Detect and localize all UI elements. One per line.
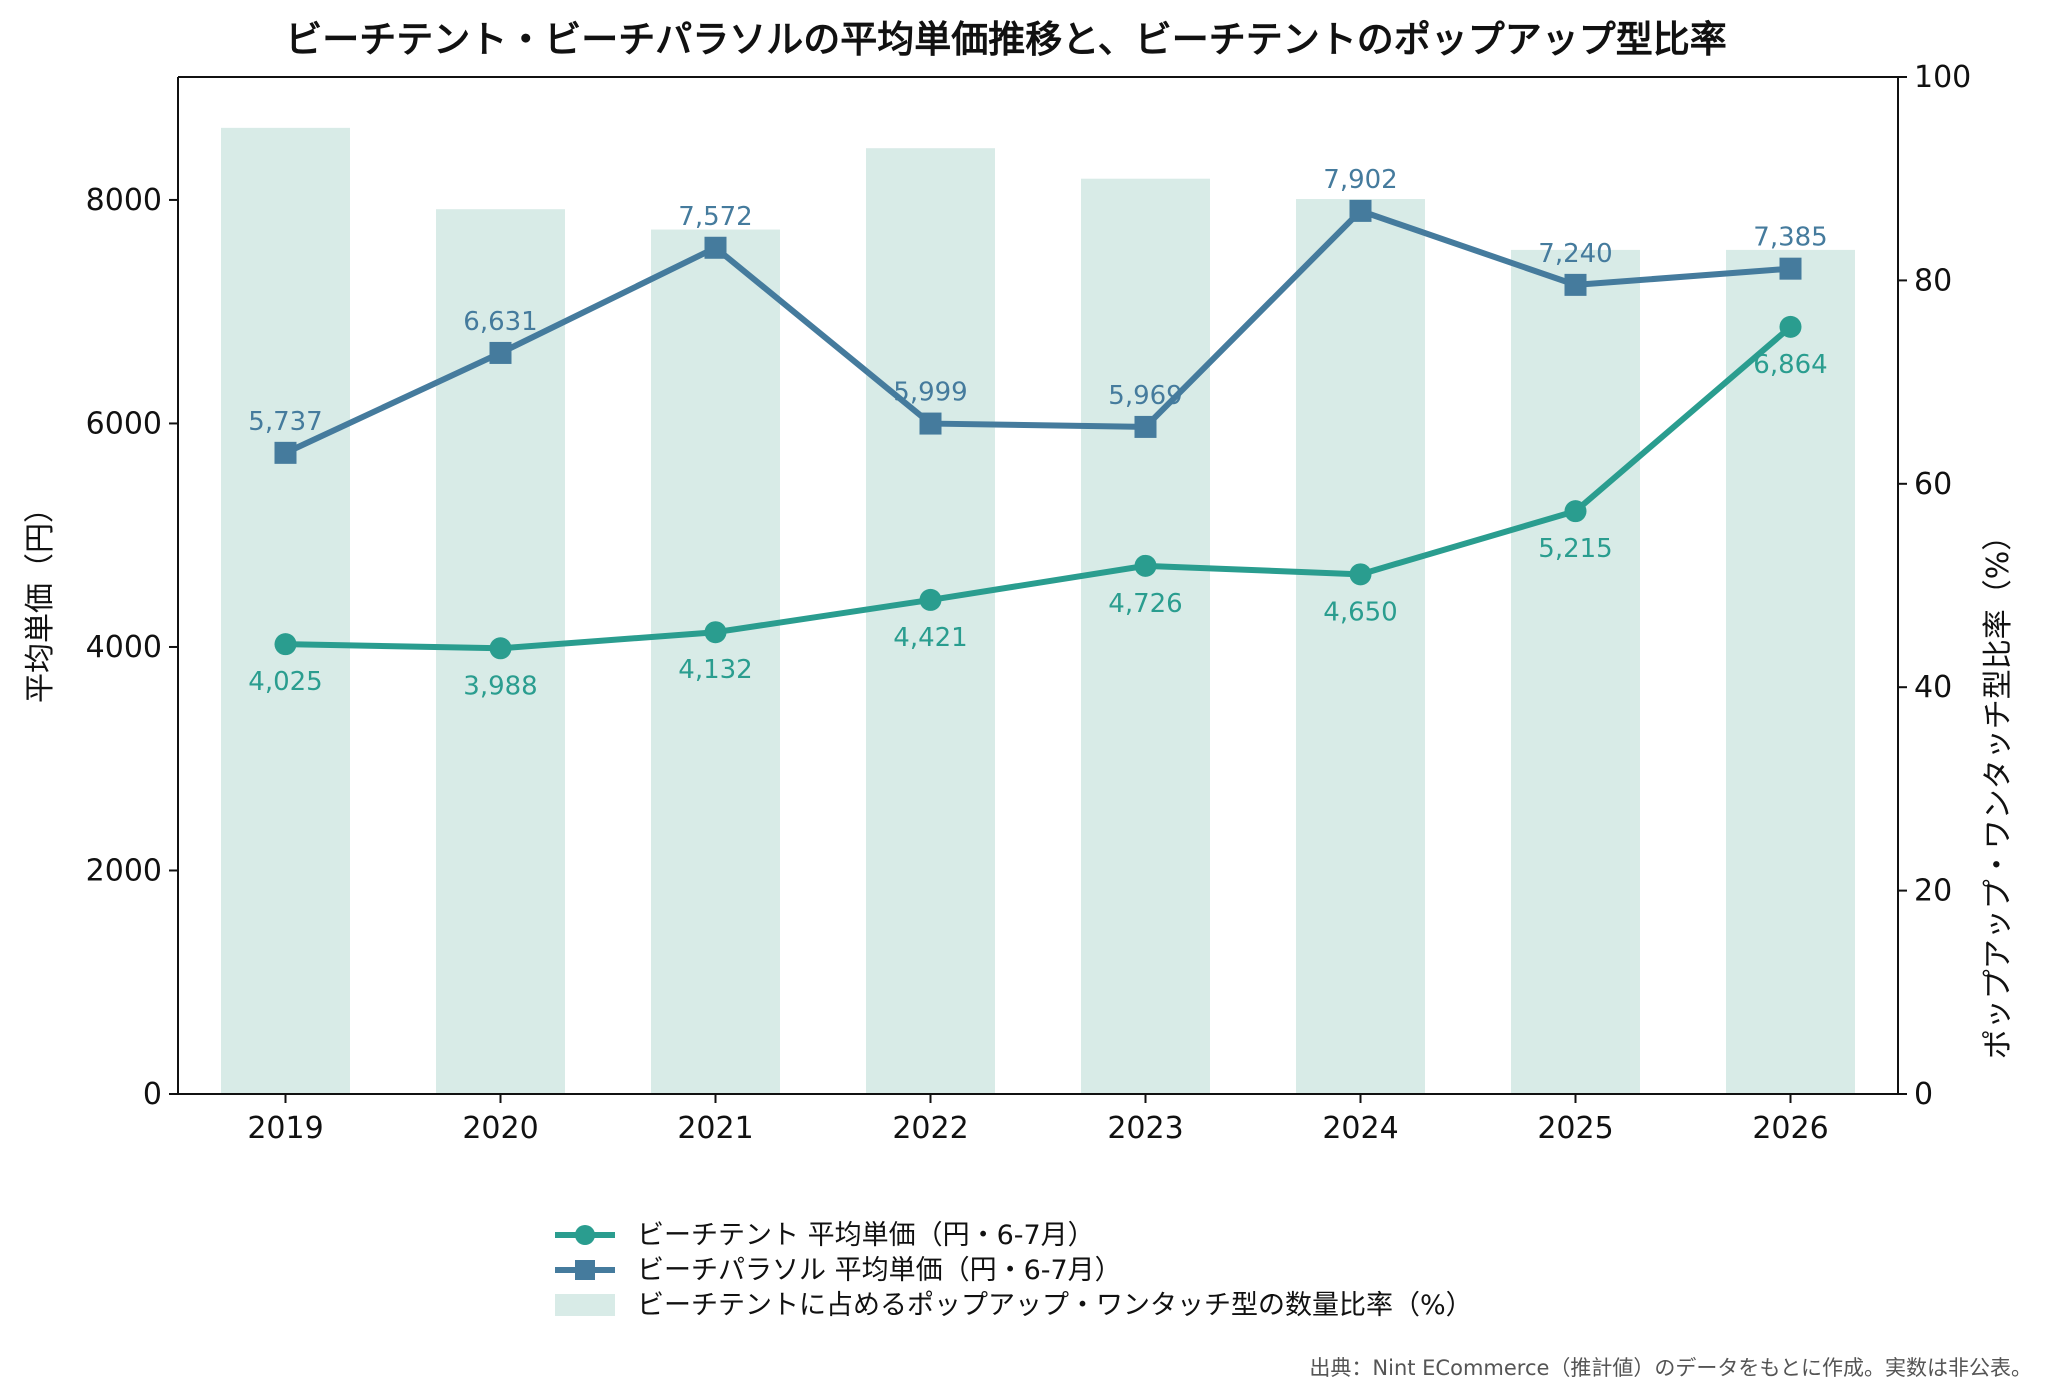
bar-2025 <box>1511 249 1640 1094</box>
point-series-0 <box>274 633 297 656</box>
point-series-1 <box>1564 273 1587 296</box>
y-axis-label-left: 平均単価（円） <box>23 493 58 703</box>
legend-marker <box>575 1260 595 1280</box>
line-series-1 <box>284 207 1791 456</box>
point-series-1 <box>1134 415 1157 438</box>
y-tick-label-left: 8000 <box>86 183 162 218</box>
x-tick-label: 2022 <box>892 1111 968 1146</box>
point-series-0 <box>1349 563 1372 586</box>
bars-layer <box>221 127 1855 1095</box>
lines-layer <box>274 199 1802 660</box>
data-label-series-1: 7,385 <box>1753 223 1827 253</box>
bar-2026 <box>1726 249 1855 1094</box>
data-label-series-0: 4,726 <box>1108 589 1182 619</box>
point-series-0 <box>704 621 727 644</box>
point-series-0 <box>1564 500 1587 523</box>
point-series-1 <box>489 341 512 364</box>
data-label-series-1: 7,572 <box>678 202 752 232</box>
point-series-0 <box>489 637 512 660</box>
bar-2022 <box>866 148 995 1094</box>
source-note: 出典：Nint ECommerce（推計値）のデータをもとに作成。実数は非公表。 <box>1309 1356 2032 1380</box>
axes-layer: 0 2000 4000 6000 8000 0 20 40 60 80 100 2019 2020 202… <box>86 60 1972 1146</box>
point-series-0 <box>919 588 942 611</box>
point-series-0 <box>1779 315 1802 338</box>
y-tick-label-left: 0 <box>143 1077 162 1112</box>
bar-2023 <box>1081 178 1210 1094</box>
point-series-1 <box>919 412 942 435</box>
legend-label: ビーチテント 平均単価（円・6-7月） <box>637 1220 1095 1251</box>
x-tick-label: 2024 <box>1322 1111 1398 1146</box>
data-label-series-0: 6,864 <box>1753 350 1827 380</box>
data-label-series-1: 7,902 <box>1323 165 1397 195</box>
point-series-1 <box>704 236 727 259</box>
point-series-1 <box>1779 257 1802 280</box>
data-label-series-0: 4,132 <box>678 655 752 685</box>
line-series-0 <box>285 324 1793 652</box>
data-label-series-0: 4,421 <box>893 623 967 653</box>
x-tick-label: 2026 <box>1752 1111 1828 1146</box>
y-tick-label-left: 6000 <box>86 406 162 441</box>
point-series-0 <box>1134 554 1157 577</box>
data-label-series-1: 5,999 <box>893 378 967 408</box>
y-tick-label-left: 2000 <box>86 853 162 888</box>
x-tick-label: 2019 <box>247 1111 323 1146</box>
chart-title: ビーチテント・ビーチパラソルの平均単価推移と、ビーチテントのポップアップ型比率 <box>285 18 1727 61</box>
data-label-series-1: 6,631 <box>463 307 537 337</box>
y-tick-label-left: 4000 <box>86 630 162 665</box>
labels-layer: 4,025 3,988 4,132 4,421 4,726 4,650 5,215 6,864… <box>248 165 1827 701</box>
legend: ビーチテント 平均単価（円・6-7月） ビーチパラソル 平均単価（円・6-7月） ビ… <box>555 1220 1473 1321</box>
legend-marker <box>575 1225 595 1245</box>
data-label-series-1: 7,240 <box>1538 239 1612 269</box>
x-tick-label: 2023 <box>1107 1111 1183 1146</box>
x-tick-label: 2021 <box>677 1111 753 1146</box>
legend-label: ビーチテントに占めるポップアップ・ワンタッチ型の数量比率（%） <box>637 1290 1473 1321</box>
data-label-series-1: 5,737 <box>248 407 322 437</box>
data-label-series-0: 4,650 <box>1323 597 1397 627</box>
point-series-1 <box>274 441 297 464</box>
x-tick-label: 2025 <box>1537 1111 1613 1146</box>
y-tick-label-right: 40 <box>1914 670 1952 705</box>
bar-2019 <box>221 127 350 1095</box>
y-tick-label-right: 80 <box>1914 263 1952 298</box>
legend-swatch-bar <box>555 1294 615 1316</box>
y-tick-label-right: 0 <box>1914 1077 1933 1112</box>
bar-2021 <box>651 229 780 1095</box>
x-tick-label: 2020 <box>462 1111 538 1146</box>
y-tick-label-right: 60 <box>1914 467 1952 502</box>
bar-2024 <box>1296 199 1425 1095</box>
data-label-series-0: 4,025 <box>248 667 322 697</box>
data-label-series-1: 5,969 <box>1108 381 1182 411</box>
y-axis-label-right: ポップアップ・ワンタッチ型比率（%） <box>1981 521 2016 1060</box>
data-label-series-0: 5,215 <box>1538 534 1612 564</box>
y-tick-label-right: 20 <box>1914 874 1952 909</box>
data-label-series-0: 3,988 <box>463 671 537 701</box>
point-series-1 <box>1349 199 1372 222</box>
legend-label: ビーチパラソル 平均単価（円・6-7月） <box>637 1255 1122 1286</box>
y-tick-label-right: 100 <box>1914 60 1971 95</box>
